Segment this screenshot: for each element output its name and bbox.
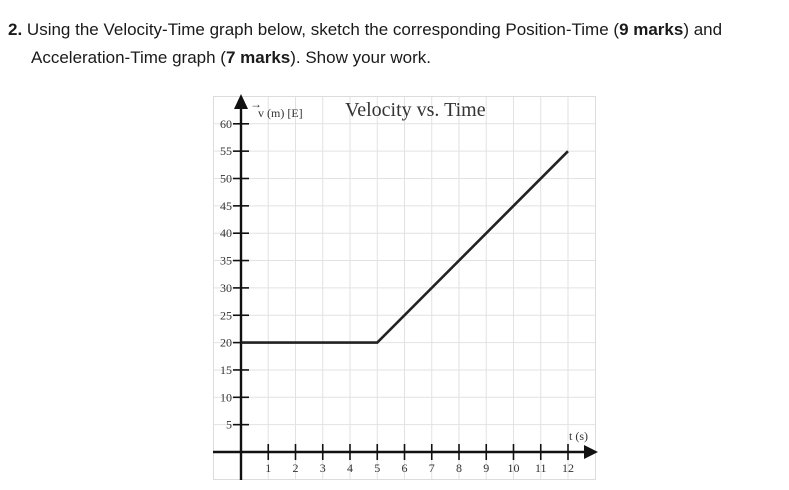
question-number: 2.	[8, 20, 23, 39]
x-tick-label: 11	[535, 461, 547, 475]
y-tick-label: 50	[220, 172, 232, 186]
y-tick-label: 35	[220, 254, 232, 268]
y-axis-arrow-icon: →	[250, 97, 262, 111]
y-tick-label: 25	[220, 308, 232, 322]
ticks	[233, 123, 569, 460]
x-tick-label: 12	[562, 461, 574, 475]
x-tick-label: 10	[508, 461, 520, 475]
question-text: 2. Using the Velocity-Time graph below, …	[8, 16, 783, 72]
x-tick-label: 8	[456, 461, 462, 475]
velocity-line	[241, 150, 569, 344]
y-tick-label: 30	[220, 281, 232, 295]
x-tick-label: 4	[347, 461, 353, 475]
y-tick-label: 60	[220, 117, 232, 131]
y-tick-label: 20	[220, 336, 232, 350]
y-tick-label: 5	[226, 418, 232, 432]
marks-acceleration: 7 marks	[225, 48, 291, 67]
y-tick-label: 15	[220, 363, 232, 377]
question-text-line2-part1: Acceleration-Time graph (	[31, 48, 226, 67]
question-line2: Acceleration-Time graph (7 marks). Show …	[8, 44, 783, 72]
question-text-line2-part2: ). Show your work.	[290, 48, 431, 67]
question-text-part2: ) and	[683, 20, 723, 39]
y-tick-label: 45	[220, 199, 232, 213]
x-tick-label: 1	[265, 461, 271, 475]
x-tick-label: 3	[320, 461, 326, 475]
x-tick-label: 2	[293, 461, 299, 475]
x-tick-label: 9	[483, 461, 489, 475]
y-axis-label: v (m) [E]	[258, 106, 303, 120]
x-tick-labels: 1 2 3 4 5 6 7 8 9 10 11 12	[265, 461, 574, 475]
x-tick-label: 5	[374, 461, 380, 475]
x-tick-label: 6	[402, 461, 408, 475]
question-text-part1: Using the Velocity-Time graph below, ske…	[26, 20, 620, 39]
y-tick-labels: 5 10 15 20 25 30 35 40 45 50 55 60	[220, 117, 232, 432]
x-axis-label: t (s)	[569, 429, 588, 443]
y-tick-label: 40	[220, 226, 232, 240]
marks-position: 9 marks	[619, 20, 684, 39]
y-tick-label: 10	[220, 390, 232, 404]
x-tick-label: 7	[429, 461, 435, 475]
y-tick-label: 55	[220, 144, 232, 158]
axes	[213, 94, 598, 480]
chart-title: Velocity vs. Time	[345, 99, 486, 121]
